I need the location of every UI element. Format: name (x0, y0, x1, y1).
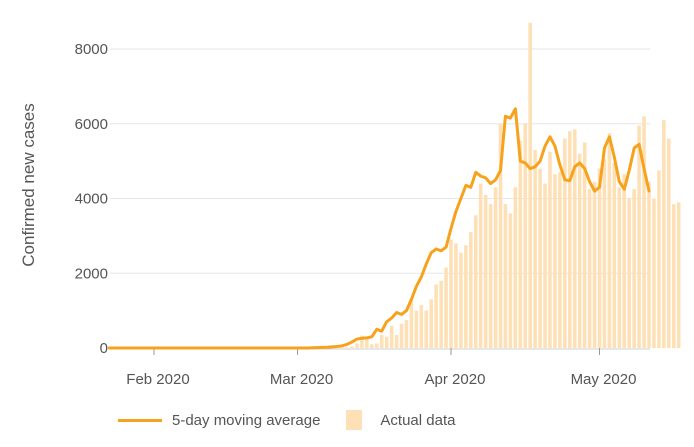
bar (503, 204, 508, 348)
bar (409, 299, 414, 348)
bar (597, 168, 602, 348)
bar (365, 336, 369, 348)
bar (543, 183, 547, 348)
bar (360, 335, 364, 348)
bar (483, 194, 488, 348)
legend-item-moving-average: 5-day moving average (118, 412, 320, 429)
bar (498, 123, 503, 348)
y-tick-label: 8000 (75, 41, 108, 58)
bar (493, 187, 498, 348)
bar (671, 204, 676, 348)
y-tick-labels: 0 2000 4000 6000 8000 (75, 41, 108, 357)
bar (607, 133, 612, 348)
bar (577, 153, 582, 348)
bar (394, 334, 399, 348)
bar (637, 125, 641, 349)
bar (488, 204, 493, 348)
bar (647, 181, 651, 348)
bar (370, 344, 374, 348)
bar (513, 187, 518, 348)
bar (602, 159, 607, 348)
x-tick-label: Apr 2020 (425, 371, 486, 388)
bar (538, 168, 542, 348)
bar (558, 172, 562, 348)
bar (345, 347, 349, 348)
y-tick-label: 6000 (75, 116, 108, 133)
bar (434, 284, 438, 348)
x-tick-label: Feb 2020 (126, 371, 189, 388)
bar (528, 22, 532, 349)
bar (676, 202, 681, 348)
x-tick-label: May 2020 (571, 371, 637, 388)
bar (464, 245, 468, 348)
bar (612, 162, 617, 348)
bar (439, 280, 443, 348)
bar (563, 138, 567, 348)
legend-label-actual-data: Actual data (380, 411, 456, 429)
bar (617, 187, 622, 348)
bar (454, 243, 458, 348)
legend-label-moving-average: 5-day moving average (172, 411, 321, 429)
moving-average-line (107, 107, 651, 350)
bar (399, 323, 404, 348)
y-axis-title: Confirmed new cases (19, 103, 38, 266)
bar (642, 116, 646, 349)
bar (587, 189, 592, 348)
x-axis: Feb 2020 Mar 2020 Apr 2020 May 2020 (110, 348, 650, 388)
bar (374, 343, 379, 348)
bar (592, 181, 597, 348)
bar (652, 198, 656, 348)
bar (478, 183, 483, 348)
y-tick-label: 0 (100, 340, 108, 357)
bar (627, 198, 631, 348)
bar (350, 346, 354, 348)
legend-line-swatch (118, 418, 162, 422)
bar (404, 319, 409, 348)
bar (473, 215, 478, 348)
bar (419, 305, 424, 348)
bar (533, 149, 537, 348)
bar (379, 334, 384, 348)
y-tick-label: 2000 (75, 265, 108, 282)
bar (384, 336, 389, 348)
bar (518, 140, 523, 348)
legend: 5-day moving average Actual data (118, 410, 455, 430)
bar (414, 310, 419, 348)
bar (508, 213, 513, 348)
bar (548, 151, 552, 348)
bar (424, 310, 429, 348)
bar (389, 325, 394, 348)
bar (449, 239, 453, 348)
bar (429, 299, 433, 348)
bar (459, 252, 463, 348)
bar (632, 189, 636, 348)
bar (622, 174, 627, 348)
bar (572, 129, 577, 348)
bar (568, 131, 572, 348)
bar (355, 343, 359, 348)
bar-series (335, 22, 681, 349)
bar (340, 347, 344, 348)
y-tick-label: 4000 (75, 191, 108, 208)
x-tick-label: Mar 2020 (270, 371, 333, 388)
bar (553, 174, 557, 348)
bar (523, 123, 528, 348)
bar (657, 170, 661, 348)
bar (662, 120, 666, 348)
bar (444, 267, 448, 348)
legend-item-actual-data: Actual data (346, 410, 455, 430)
bar (667, 138, 671, 348)
bar (469, 232, 473, 348)
legend-box-swatch (346, 410, 363, 430)
bar (582, 142, 587, 348)
